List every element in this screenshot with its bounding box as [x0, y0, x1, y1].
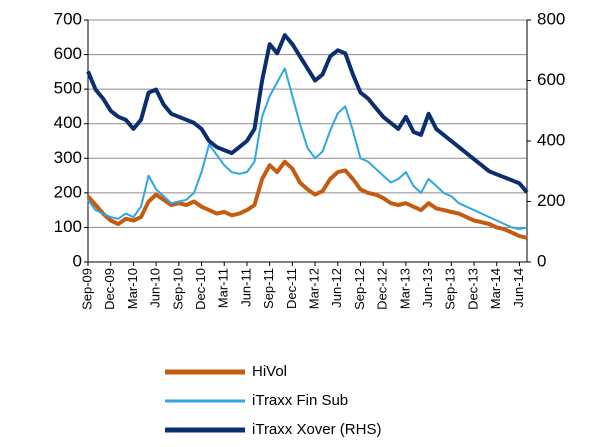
x-tick-label: Mar-12 — [307, 268, 322, 309]
x-tick-label: Dec-11 — [284, 268, 299, 309]
x-tick-label: Dec-12 — [375, 268, 390, 310]
x-tick-label: Jun-14 — [511, 268, 526, 308]
x-tick-label: Sep-13 — [443, 268, 458, 310]
series-line — [86, 159, 528, 240]
x-tick-label: Sep-09 — [79, 268, 94, 310]
y-tick-label: 100 — [54, 217, 82, 236]
y2-tick-label: 800 — [537, 9, 565, 28]
y-tick-label: 400 — [54, 113, 82, 132]
x-tick-label: Mar-13 — [397, 268, 412, 309]
y2-tick-label: 0 — [537, 251, 546, 270]
x-tick-label: Jun-12 — [329, 268, 344, 308]
x-tick-label: Jun-10 — [148, 268, 163, 308]
x-tick-label: Mar-10 — [125, 268, 140, 309]
x-tick-label: Mar-14 — [488, 268, 503, 309]
y-tick-label: 500 — [54, 79, 82, 98]
y-tick-label: 600 — [54, 44, 82, 63]
x-tick-label: Sep-11 — [261, 268, 276, 309]
x-tick-label: Dec-10 — [193, 268, 208, 310]
y2-tick-label: 200 — [537, 191, 565, 210]
y-tick-label: 700 — [54, 9, 82, 28]
x-tick-label: Dec-13 — [465, 268, 480, 310]
x-tick-label: Dec-09 — [102, 268, 117, 310]
legend-label: iTraxx Fin Sub — [252, 392, 348, 409]
y-tick-label: 0 — [73, 251, 82, 270]
x-tick-label: Sep-12 — [352, 268, 367, 310]
y-tick-label: 300 — [54, 148, 82, 167]
series-line — [86, 33, 529, 194]
y2-tick-label: 600 — [537, 70, 565, 89]
series-line — [87, 67, 528, 231]
x-tick-label: Sep-10 — [170, 268, 185, 310]
y2-tick-label: 400 — [537, 130, 565, 149]
y-tick-label: 200 — [54, 182, 82, 201]
legend-label: iTraxx Xover (RHS) — [252, 421, 381, 438]
legend-label: HiVol — [252, 363, 287, 380]
x-tick-label: Mar-11 — [216, 268, 231, 308]
x-tick-label: Jun-11 — [238, 268, 253, 307]
x-tick-label: Jun-13 — [420, 268, 435, 308]
